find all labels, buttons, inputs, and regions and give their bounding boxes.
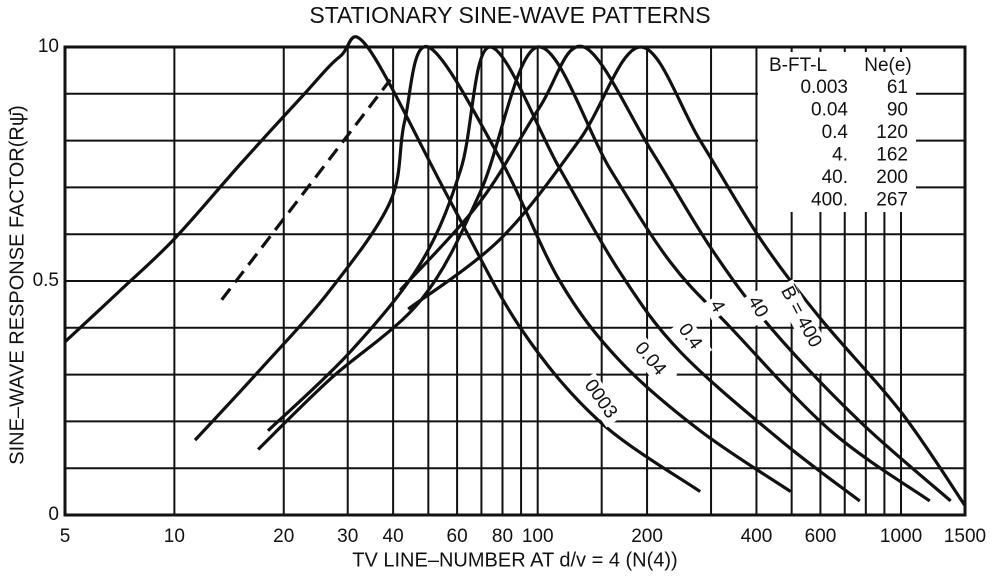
curve-label-background — [773, 279, 838, 375]
curve — [193, 45, 792, 493]
x-tick-label: 600 — [805, 526, 837, 547]
table-cell: 200 — [876, 167, 908, 188]
table-cell: 40. — [822, 167, 848, 188]
plot-frame — [63, 45, 967, 517]
table-cell: 4. — [832, 145, 848, 166]
chart-title: STATIONARY SINE-WAVE PATTERNS — [309, 2, 710, 28]
table-cell: 90 — [887, 100, 908, 121]
y-tick-label: 0 — [48, 504, 59, 525]
y-axis-label: SINE–WAVE RESPONSE FACTOR(Rψ̄) — [6, 105, 28, 465]
table-cell: 400. — [811, 190, 848, 211]
table-header: B-FT-L — [769, 55, 827, 76]
x-tick-label: 400 — [741, 526, 773, 547]
table-cell: 0.4 — [822, 122, 849, 143]
curve-label-background — [627, 334, 678, 389]
table-background — [758, 52, 916, 212]
curve — [63, 35, 702, 493]
table-cell: 120 — [876, 122, 908, 143]
table-cell: 0.04 — [811, 100, 848, 121]
table-cell: 0.003 — [800, 77, 848, 98]
curve — [256, 45, 931, 503]
table-cell: 267 — [876, 190, 908, 211]
curve-label-background — [702, 293, 732, 321]
curve-label-background — [576, 372, 625, 428]
x-tick-label: 30 — [337, 526, 358, 547]
curve — [266, 45, 861, 503]
x-tick-label: 10 — [164, 526, 185, 547]
table-cell: 61 — [887, 77, 908, 98]
x-tick-label: 60 — [447, 526, 468, 547]
dashed-curve — [220, 78, 392, 301]
x-tick-label: 1500 — [944, 526, 986, 547]
curve — [398, 44, 952, 503]
table-cell: 162 — [876, 145, 908, 166]
curve-label-background — [670, 316, 713, 363]
x-tick-label: 40 — [383, 526, 404, 547]
y-tick-label: 0.5 — [33, 270, 59, 291]
curve-label-background — [740, 289, 775, 327]
x-tick-label: 20 — [273, 526, 294, 547]
x-tick-label: 5 — [60, 526, 71, 547]
y-tick-label: 10 — [38, 36, 59, 57]
x-axis-label: TV LINE–NUMBER AT d/v = 4 (N(4)) — [352, 549, 677, 571]
curve — [407, 45, 967, 507]
table-header: Ne(e) — [864, 55, 912, 76]
x-tick-label: 80 — [492, 526, 513, 547]
x-tick-label: 100 — [522, 526, 554, 547]
x-tick-label: 1000 — [880, 526, 922, 547]
x-tick-label: 200 — [631, 526, 663, 547]
